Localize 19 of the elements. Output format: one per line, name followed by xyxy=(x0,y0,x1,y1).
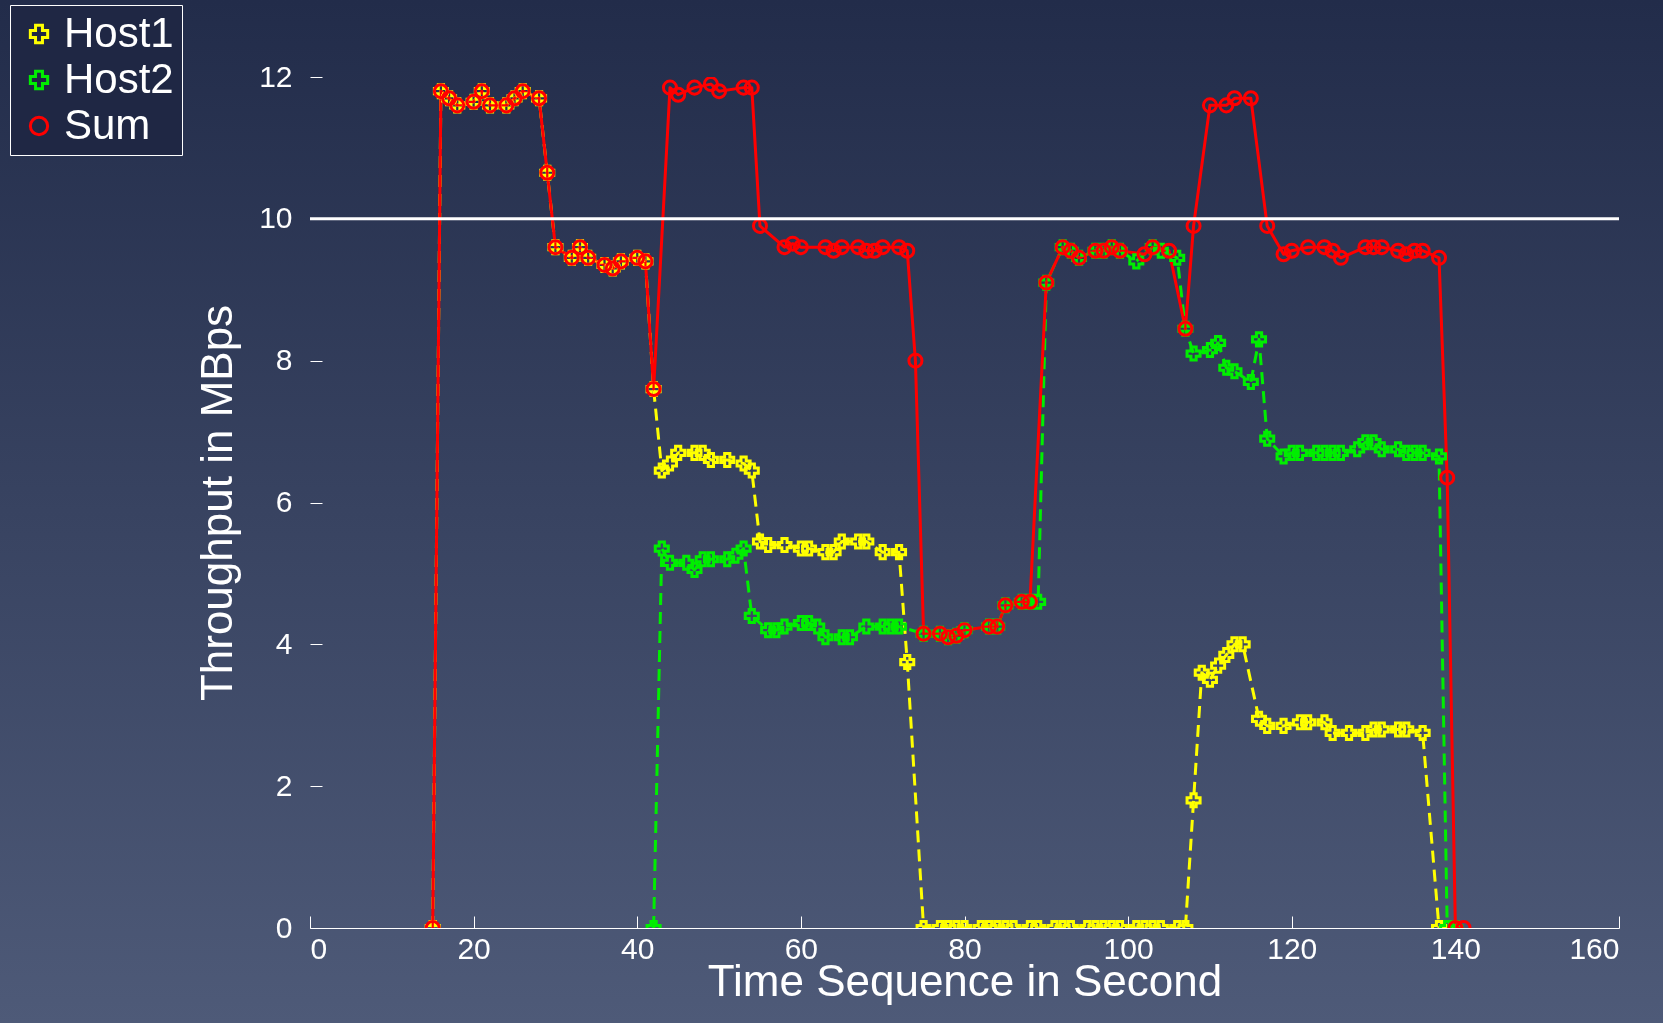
y-tick-label: 2 xyxy=(275,768,293,802)
legend-label: Sum xyxy=(64,101,151,148)
x-tick-label: 140 xyxy=(1430,931,1481,965)
legend-label: Host2 xyxy=(64,55,174,102)
x-tick-label: 20 xyxy=(457,931,491,965)
x-tick-label: 100 xyxy=(1103,931,1154,965)
y-tick-label: 8 xyxy=(275,343,293,377)
x-tick-label: 0 xyxy=(310,931,328,965)
y-tick-label: 0 xyxy=(275,910,293,944)
legend-label: Host1 xyxy=(64,9,174,56)
y-tick-label: 12 xyxy=(259,59,293,93)
y-tick-label: 10 xyxy=(259,201,293,235)
y-axis-title: Throughput in MBps xyxy=(192,304,242,702)
x-tick-label: 160 xyxy=(1569,931,1620,965)
x-tick-label: 40 xyxy=(621,931,655,965)
x-tick-label: 80 xyxy=(948,931,982,965)
x-tick-label: 120 xyxy=(1267,931,1318,965)
y-tick-label: 4 xyxy=(275,626,293,660)
y-tick-label: 6 xyxy=(275,485,293,518)
